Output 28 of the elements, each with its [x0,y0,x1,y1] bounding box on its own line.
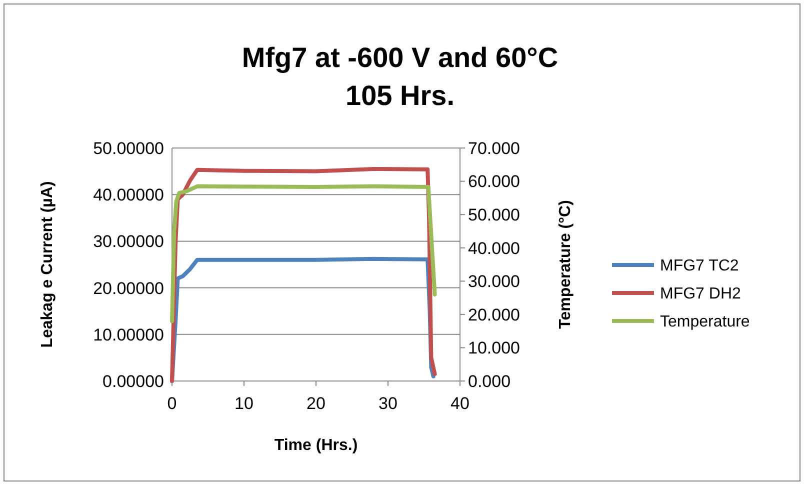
x-tick-label: 20 [306,394,326,413]
x-tick-label: 10 [234,394,254,413]
y-tick-label: 30.00000 [93,232,164,252]
y2-tick-label: 30.000 [468,272,520,292]
y2-tick-label: 60.000 [468,172,520,192]
y-tick-label: 40.00000 [93,186,164,205]
y2-axis-title: Temperature (°C) [557,200,574,329]
y-axis-title: Leakag e Current (µA) [39,181,56,348]
y-tick-label: 0.00000 [102,372,164,391]
chart-subtitle: 105 Hrs. [346,80,454,111]
legend-label: MFG7 DH2 [660,286,741,303]
chart-title: Mfg7 at -600 V and 60°C [242,42,558,73]
y2-tick-label: 70.000 [468,138,520,158]
y-tick-label: 20.00000 [93,278,164,298]
line-series [170,184,437,324]
x-tick-label: 0 [167,394,177,413]
y2-tick-label: 20.000 [468,305,520,324]
x-axis-title: Time (Hrs.) [274,437,358,454]
y2-tick-label: 10.000 [468,338,520,358]
legend-label: MFG7 TC2 [660,258,739,275]
y-tick-label: 10.00000 [93,325,164,344]
y2-tick-label: 50.000 [468,206,520,225]
legend-label: Temperature [660,314,750,331]
x-tick-label: 40 [450,394,470,413]
y2-tick-label: 40.000 [468,238,520,258]
y2-tick-label: 0.000 [468,372,511,391]
y-tick-label: 50.00000 [93,138,164,158]
x-tick-label: 30 [378,394,398,413]
